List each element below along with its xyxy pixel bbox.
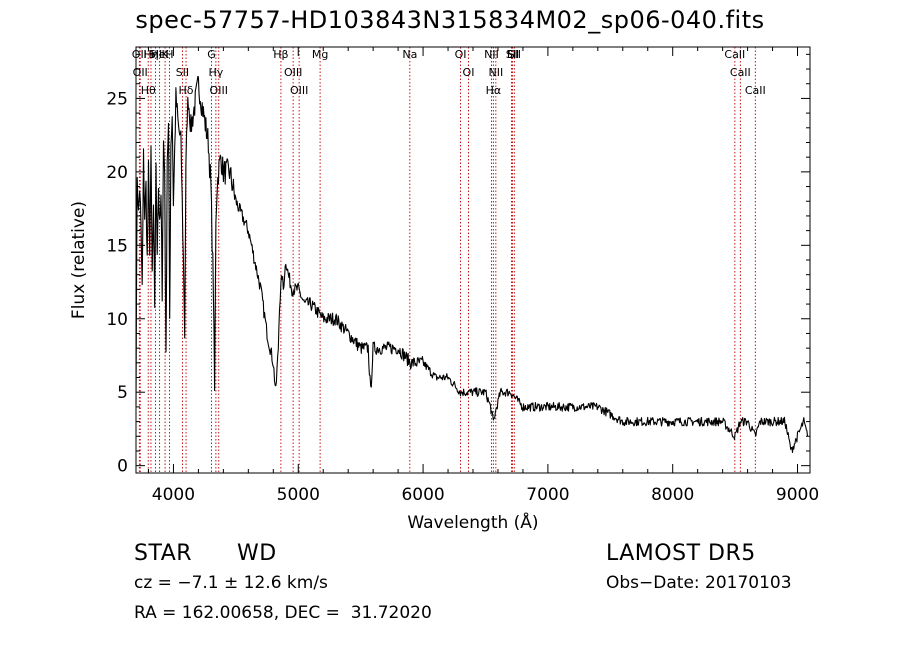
line-label-18: OI bbox=[455, 48, 467, 61]
line-label-0: OII bbox=[132, 48, 147, 61]
coordinates-label: RA = 162.00658, DEC = 31.72020 bbox=[134, 603, 432, 623]
x-tick-label-2: 6000 bbox=[401, 485, 444, 505]
line-label-6: K bbox=[161, 48, 169, 61]
object-subclass: WD bbox=[237, 541, 277, 566]
line-label-27: CaII bbox=[730, 66, 751, 79]
line-label-24: SII bbox=[506, 48, 519, 61]
line-label-13: Hβ bbox=[273, 48, 288, 61]
line-label-1: OII bbox=[133, 66, 148, 79]
spectrum-series bbox=[135, 76, 809, 453]
survey-label: LAMOST DR5 bbox=[606, 541, 756, 566]
y-tick-label-5: 25 bbox=[106, 89, 128, 109]
line-label-10: G bbox=[207, 48, 216, 61]
emission-line-markers bbox=[138, 47, 756, 473]
line-label-4: SII bbox=[149, 48, 162, 61]
line-label-14: OIII bbox=[284, 66, 302, 79]
x-tick-label-5: 9000 bbox=[776, 485, 819, 505]
x-tick-label-0: 4000 bbox=[152, 485, 195, 505]
line-label-15: OIII bbox=[290, 84, 308, 97]
line-label-16: Mg bbox=[312, 48, 328, 61]
x-tick-label-3: 7000 bbox=[526, 485, 569, 505]
line-label-8: Hδ bbox=[179, 84, 194, 97]
line-label-12: OIII bbox=[210, 84, 228, 97]
y-tick-label-2: 10 bbox=[106, 310, 128, 330]
y-tick-label-4: 20 bbox=[106, 163, 128, 183]
line-label-25: SII bbox=[508, 48, 521, 61]
spectrum-line bbox=[135, 76, 809, 453]
x-tick-label-4: 8000 bbox=[651, 485, 694, 505]
object-class: STAR bbox=[134, 541, 193, 566]
y-tick-label-0: 0 bbox=[117, 457, 128, 477]
line-label-26: CaII bbox=[724, 48, 745, 61]
emission-line-labels: OIIOIIHθHηSIIHeIKHSIIHδGHγOIIIHβOIIIOIII… bbox=[132, 48, 766, 97]
line-label-19: OI bbox=[463, 66, 475, 79]
x-tick-label-1: 5000 bbox=[277, 485, 320, 505]
obs-date-label: Obs−Date: 20170103 bbox=[606, 573, 792, 593]
y-tick-label-3: 15 bbox=[106, 236, 128, 256]
line-label-2: Hθ bbox=[141, 84, 156, 97]
line-label-9: SII bbox=[176, 66, 189, 79]
line-label-28: CaII bbox=[745, 84, 766, 97]
line-label-22: NII bbox=[488, 66, 503, 79]
line-label-21: Hα bbox=[486, 84, 502, 97]
x-axis-label: Wavelength (Å) bbox=[407, 511, 538, 533]
line-label-3: Hη bbox=[143, 48, 158, 61]
line-label-11: Hγ bbox=[208, 66, 223, 79]
y-axis-label: Flux (relative) bbox=[69, 201, 89, 319]
line-label-23: Li bbox=[507, 48, 516, 61]
y-tick-label-1: 5 bbox=[117, 383, 128, 403]
plot-frame bbox=[135, 46, 811, 474]
line-label-20: NII bbox=[484, 48, 499, 61]
redshift-label: cz = −7.1 ± 12.6 km/s bbox=[134, 573, 328, 593]
axes: 4000 5000 6000 7000 8000 9000 0 5 10 15 20 25 Wavele… bbox=[69, 46, 819, 533]
line-label-7: H bbox=[165, 48, 173, 61]
chart-title: spec-57757-HD103843N315834M02_sp06-040.f… bbox=[135, 6, 765, 34]
line-label-17: Na bbox=[402, 48, 417, 61]
line-label-5: HeI bbox=[150, 48, 168, 61]
